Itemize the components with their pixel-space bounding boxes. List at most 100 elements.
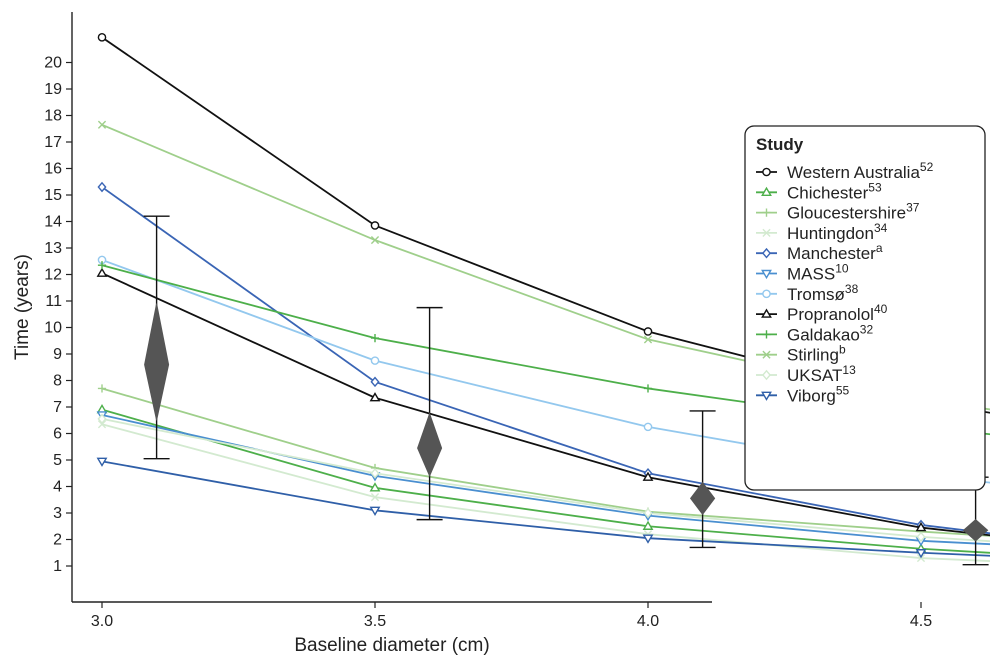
legend-item: Galdakao32: [756, 322, 873, 344]
legend-label-name: Huntingdon: [787, 224, 874, 243]
y-tick-label: 15: [44, 187, 62, 204]
y-tick-label: 2: [53, 532, 62, 549]
pooled-estimate-0: [143, 215, 170, 460]
legend-label-superscript: 52: [920, 160, 934, 174]
legend-label-name: Tromsø: [787, 285, 845, 304]
legend-label-superscript: 53: [868, 180, 882, 194]
legend-swatch-marker: [761, 369, 772, 381]
legend-swatch-marker: [761, 186, 772, 197]
data-point: [370, 334, 380, 343]
data-point: [370, 376, 380, 388]
legend-swatch-marker: [762, 330, 771, 339]
chart-axes: [71, 12, 712, 603]
legend-label-superscript: b: [839, 343, 846, 357]
data-point: [369, 506, 381, 516]
data-point: [370, 221, 380, 230]
legend-swatch-marker: [761, 308, 772, 318]
y-tick-label: 14: [44, 214, 62, 231]
legend-item: Stirlingb: [756, 343, 846, 365]
series-layer: [96, 33, 990, 563]
y-tick-label: 19: [44, 81, 62, 98]
legend-label: Tromsø38: [787, 282, 859, 304]
legend-label-name: Manchester: [787, 244, 876, 263]
data-point: [643, 327, 653, 336]
legend-label: Western Australia52: [787, 160, 934, 182]
legend-box: [744, 125, 986, 491]
legend-title: Study: [756, 135, 804, 154]
legend-label-name: UKSAT: [787, 366, 842, 385]
pooled-estimate-2: [689, 410, 716, 549]
legend-swatch-marker: [762, 228, 771, 237]
data-point: [643, 507, 653, 519]
data-point: [369, 482, 381, 492]
legend-label-superscript: 13: [842, 363, 856, 377]
legend-label-name: Viborg: [787, 386, 836, 405]
y-tick-label: 4: [53, 479, 62, 496]
pooled-diamond: [417, 412, 443, 478]
data-point: [97, 413, 107, 425]
legend-swatch-marker: [761, 247, 772, 259]
data-point: [369, 392, 381, 402]
legend-item: Huntingdon34: [756, 221, 888, 243]
data-point: [643, 384, 653, 393]
legend-item: Gloucestershire37: [756, 201, 920, 223]
y-tick-label: 20: [44, 55, 62, 72]
legend-label: Gloucestershire37: [787, 201, 920, 223]
legend-item: Propranolol40: [756, 302, 888, 324]
data-point: [642, 520, 654, 530]
data-point: [97, 384, 107, 393]
legend-swatch-marker: [762, 350, 771, 359]
legend-label-superscript: 55: [836, 383, 850, 397]
legend-label-name: Western Australia: [787, 163, 920, 182]
x-tick-label: 3.0: [91, 613, 113, 630]
legend-label: Propranolol40: [787, 302, 888, 324]
legend-item: Chichester53: [756, 180, 882, 202]
data-point: [642, 471, 654, 481]
legend-label-superscript: a: [876, 241, 883, 255]
data-point: [97, 120, 107, 129]
x-tick-label: 3.5: [364, 613, 386, 630]
legend-label: UKSAT13: [787, 363, 856, 385]
series-uksat: [97, 413, 990, 543]
y-tick-label: 8: [53, 373, 62, 390]
y-tick-label: 16: [44, 161, 62, 178]
pooled-diamond: [689, 481, 716, 516]
legend-item: Viborg55: [756, 383, 850, 405]
legend-label: Stirlingb: [787, 343, 846, 365]
legend-swatch-marker: [761, 391, 772, 401]
legend-label-superscript: 32: [860, 322, 874, 336]
legend-item: MASS10: [756, 262, 849, 284]
data-point: [916, 531, 926, 543]
legend-label: Huntingdon34: [787, 221, 888, 243]
legend-label-superscript: 38: [845, 282, 859, 296]
series-propranolol: [96, 267, 990, 537]
y-tick-label: 12: [44, 267, 62, 284]
y-axis-title: Time (years): [12, 254, 33, 360]
legend: Study Western Australia52Chichester53Glo…: [744, 125, 986, 491]
x-tick-label: 4.5: [910, 613, 932, 630]
pooled-diamond: [962, 518, 989, 542]
legend-label-superscript: 34: [874, 221, 888, 235]
x-tick-label: 4.0: [637, 613, 659, 630]
y-tick-label: 1: [53, 558, 62, 575]
y-tick-label: 3: [53, 505, 62, 522]
y-tick-label: 17: [44, 134, 62, 151]
data-point: [915, 549, 927, 559]
data-point: [915, 521, 927, 532]
y-tick-label: 6: [53, 426, 62, 443]
legend-label-name: Stirling: [787, 346, 839, 365]
y-tick-label: 9: [53, 346, 62, 363]
legend-swatch-marker: [762, 289, 771, 299]
y-tick-label: 5: [53, 452, 62, 469]
legend-label: Chichester53: [787, 180, 882, 202]
data-point: [370, 235, 380, 245]
data-point: [96, 457, 108, 467]
y-tick-label: 10: [44, 320, 62, 337]
legend-label-name: MASS: [787, 265, 835, 284]
data-point: [97, 181, 107, 193]
pooled-estimates: [143, 215, 989, 566]
data-point: [97, 261, 107, 270]
legend-item: Western Australia52: [756, 160, 934, 182]
